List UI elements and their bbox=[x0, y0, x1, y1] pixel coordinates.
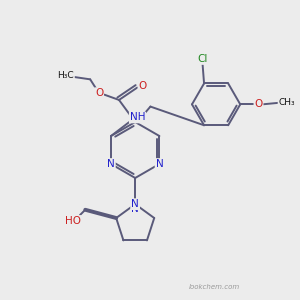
Text: O: O bbox=[254, 99, 262, 110]
Text: N: N bbox=[155, 159, 163, 169]
Text: N: N bbox=[131, 199, 139, 209]
Text: H₃C: H₃C bbox=[57, 71, 74, 80]
Text: O: O bbox=[95, 88, 103, 98]
Text: O: O bbox=[138, 81, 147, 91]
Text: N: N bbox=[131, 205, 139, 214]
Text: N: N bbox=[107, 159, 115, 169]
Text: lookchem.com: lookchem.com bbox=[189, 284, 240, 290]
Text: CH₃: CH₃ bbox=[278, 98, 295, 107]
Text: NH: NH bbox=[130, 112, 145, 122]
Text: Cl: Cl bbox=[197, 54, 208, 64]
Text: HO: HO bbox=[65, 216, 81, 226]
